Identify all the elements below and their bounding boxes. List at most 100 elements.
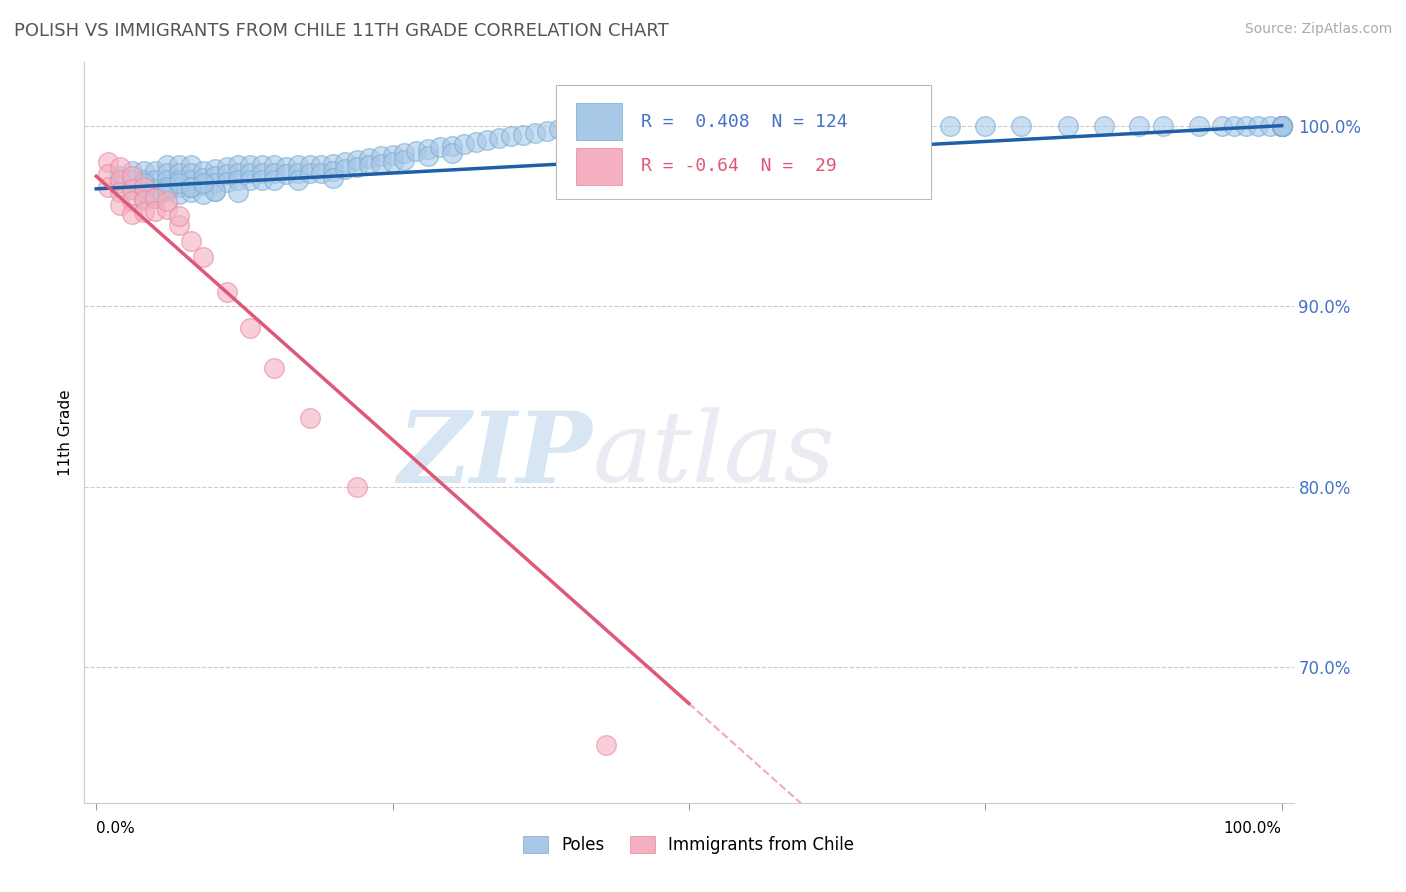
- Point: [167, 158, 190, 172]
- Text: ZIP: ZIP: [398, 407, 592, 503]
- Text: atlas: atlas: [592, 407, 835, 502]
- Point: [191, 177, 214, 191]
- Point: [1211, 119, 1233, 133]
- Point: [429, 140, 451, 154]
- Point: [191, 171, 214, 186]
- Point: [322, 163, 344, 178]
- Point: [418, 149, 440, 163]
- Point: [180, 173, 202, 187]
- Point: [204, 184, 226, 198]
- Point: [772, 120, 794, 135]
- Point: [167, 218, 190, 232]
- Point: [204, 161, 226, 176]
- Point: [156, 202, 179, 216]
- Point: [97, 180, 120, 194]
- Point: [145, 182, 167, 196]
- Point: [145, 163, 167, 178]
- Point: [654, 129, 676, 144]
- Point: [1271, 119, 1294, 133]
- Point: [1057, 119, 1080, 133]
- Point: [180, 165, 202, 179]
- Point: [108, 173, 131, 187]
- Point: [583, 136, 606, 151]
- Point: [156, 173, 179, 187]
- Point: [180, 180, 202, 194]
- Point: [974, 119, 997, 133]
- FancyBboxPatch shape: [555, 85, 931, 200]
- Point: [322, 156, 344, 170]
- Point: [1271, 119, 1294, 133]
- Point: [678, 124, 700, 138]
- Point: [239, 321, 262, 335]
- Point: [191, 187, 214, 202]
- Point: [167, 209, 190, 223]
- Point: [346, 160, 368, 174]
- Point: [298, 411, 321, 425]
- Point: [191, 178, 214, 193]
- Point: [180, 234, 202, 248]
- Point: [477, 133, 499, 147]
- Point: [737, 122, 759, 136]
- Point: [250, 165, 273, 179]
- Point: [97, 154, 120, 169]
- Point: [547, 122, 569, 136]
- Point: [145, 191, 167, 205]
- Point: [121, 182, 143, 196]
- Point: [180, 158, 202, 172]
- Point: [453, 136, 475, 151]
- Point: [440, 145, 463, 160]
- Point: [156, 165, 179, 179]
- Point: [287, 158, 309, 172]
- Point: [204, 169, 226, 184]
- Point: [97, 168, 120, 182]
- Point: [145, 203, 167, 218]
- Point: [263, 165, 285, 179]
- Point: [228, 173, 250, 187]
- Point: [1271, 119, 1294, 133]
- Point: [287, 165, 309, 179]
- Point: [1234, 119, 1257, 133]
- Point: [1128, 119, 1150, 133]
- Point: [132, 177, 155, 191]
- Point: [595, 140, 617, 154]
- Point: [156, 182, 179, 196]
- Point: [1092, 119, 1115, 133]
- Point: [333, 161, 356, 176]
- Point: [381, 154, 404, 169]
- Point: [1258, 119, 1281, 133]
- Point: [167, 165, 190, 179]
- Point: [156, 194, 179, 209]
- Point: [381, 147, 404, 161]
- Point: [1152, 119, 1174, 133]
- Text: POLISH VS IMMIGRANTS FROM CHILE 11TH GRADE CORRELATION CHART: POLISH VS IMMIGRANTS FROM CHILE 11TH GRA…: [14, 22, 669, 40]
- Point: [1271, 119, 1294, 133]
- Point: [1271, 119, 1294, 133]
- Point: [132, 180, 155, 194]
- Point: [132, 173, 155, 187]
- Point: [595, 738, 617, 752]
- Point: [239, 165, 262, 179]
- Point: [311, 165, 333, 179]
- Point: [215, 168, 238, 182]
- Point: [512, 128, 534, 142]
- Point: [167, 187, 190, 202]
- Point: [239, 158, 262, 172]
- Point: [1271, 119, 1294, 133]
- Point: [394, 145, 416, 160]
- Point: [108, 177, 131, 191]
- Point: [394, 153, 416, 167]
- Point: [228, 186, 250, 200]
- Point: [523, 126, 546, 140]
- Point: [357, 158, 380, 172]
- Point: [501, 129, 523, 144]
- Point: [370, 149, 392, 163]
- Point: [167, 177, 190, 191]
- Point: [250, 173, 273, 187]
- Point: [346, 153, 368, 167]
- Point: [145, 187, 167, 202]
- Point: [488, 131, 510, 145]
- Point: [274, 168, 297, 182]
- Point: [215, 285, 238, 299]
- Text: 100.0%: 100.0%: [1223, 821, 1282, 836]
- Point: [132, 186, 155, 200]
